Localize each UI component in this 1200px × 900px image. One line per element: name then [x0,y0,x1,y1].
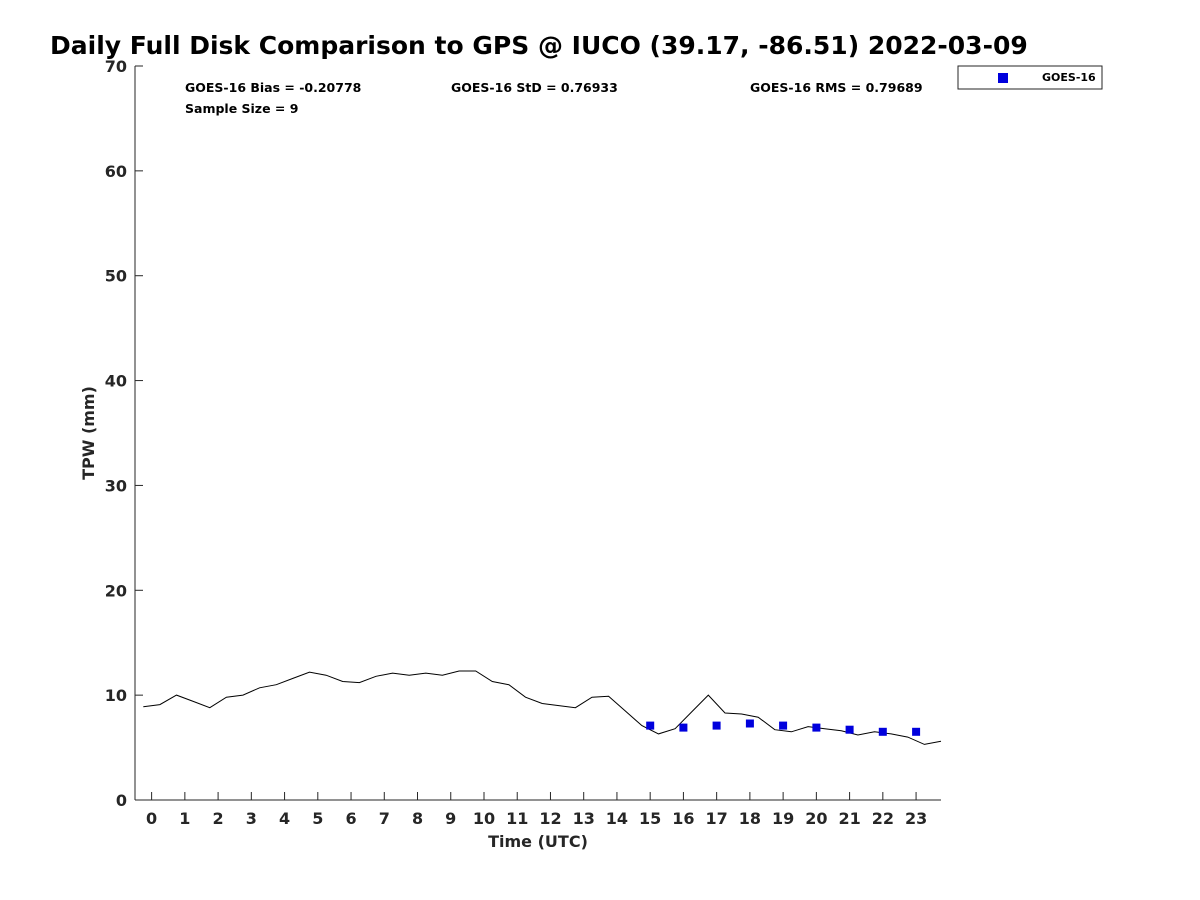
x-tick-label: 2 [213,809,224,828]
x-tick-label: 7 [379,809,390,828]
x-tick-label: 12 [539,809,561,828]
x-tick-label: 17 [706,809,728,828]
chart-title: Daily Full Disk Comparison to GPS @ IUCO… [50,31,1028,60]
stat-std: GOES-16 StD = 0.76933 [451,80,618,95]
x-tick-label: 0 [146,809,157,828]
gps-tpw-line [143,670,942,745]
x-tick-label: 3 [246,809,257,828]
goes16-point [912,727,921,736]
y-tick-label: 20 [105,581,127,600]
stat-sample-size: Sample Size = 9 [185,101,298,116]
x-tick-label: 23 [905,809,927,828]
goes16-point [812,723,821,732]
x-tick-label: 16 [672,809,694,828]
y-tick-label: 30 [105,476,127,495]
x-tick-label: 9 [445,809,456,828]
x-tick-label: 11 [506,809,528,828]
x-tick-label: 13 [573,809,595,828]
goes16-point [745,719,754,728]
series-layer [143,670,942,745]
y-tick-label: 60 [105,162,127,181]
x-ticks: 0 1 2 3 4 5 6 7 8 9 10 11 12 13 14 15 16 17 18 19 20 21 22 23 [146,792,927,828]
legend-box [957,65,1103,90]
stat-rms: GOES-16 RMS = 0.79689 [750,80,923,95]
y-tick-label: 0 [116,791,127,810]
x-tick-label: 21 [838,809,860,828]
x-tick-label: 19 [772,809,794,828]
y-tick-label: 40 [105,372,127,391]
x-tick-label: 14 [606,809,628,828]
x-tick-label: 6 [345,809,356,828]
x-tick-label: 18 [739,809,761,828]
x-tick-label: 1 [179,809,190,828]
goes16-point [646,721,655,730]
x-axis-label: Time (UTC) [488,832,588,851]
goes16-point [878,727,887,736]
stat-bias: GOES-16 Bias = -0.20778 [185,80,361,95]
y-axis-label: TPW (mm) [79,386,98,480]
legend-marker-goes16 [998,73,1008,83]
x-tick-label: 5 [312,809,323,828]
legend: GOES-16 [957,65,1103,90]
x-tick-label: 4 [279,809,290,828]
x-tick-label: 10 [473,809,495,828]
x-tick-label: 20 [805,809,827,828]
y-tick-label: 70 [105,57,127,76]
y-tick-label: 10 [105,686,127,705]
y-tick-label: 50 [105,267,127,286]
goes16-point [779,721,788,730]
goes16-point [845,725,854,734]
goes16-point [679,723,688,732]
x-tick-label: 8 [412,809,423,828]
legend-label-goes16: GOES-16 [1042,71,1096,84]
x-tick-label: 22 [872,809,894,828]
y-ticks: 0 10 20 30 40 50 60 70 [105,57,143,810]
goes16-point [712,721,721,730]
x-tick-label: 15 [639,809,661,828]
